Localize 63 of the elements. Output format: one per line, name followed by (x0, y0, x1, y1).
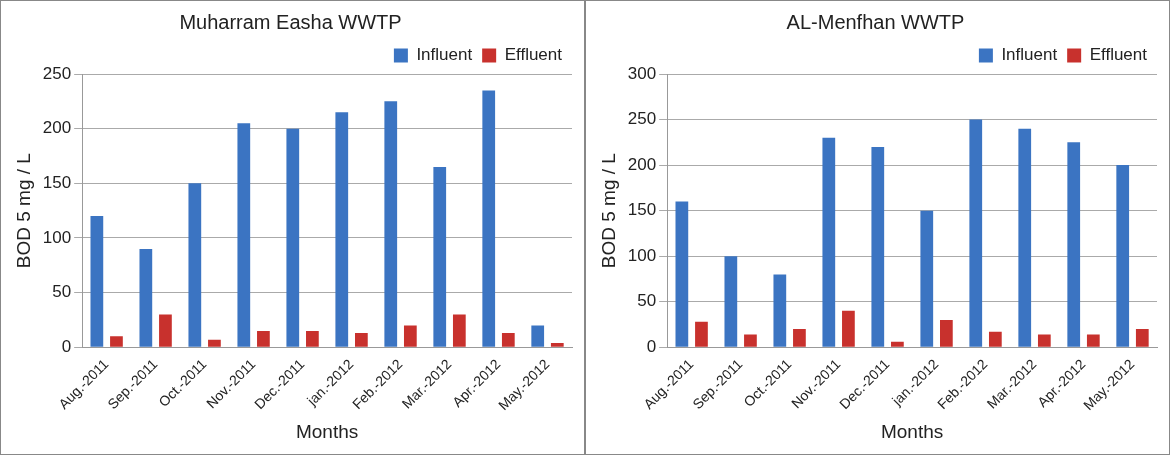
legend-label: Influent (1001, 45, 1058, 65)
bar (695, 321, 708, 347)
bar (384, 101, 398, 347)
y-tick-label: 200 (627, 154, 657, 174)
bar (306, 330, 319, 347)
y-tick-label: 100 (627, 245, 657, 265)
bar (433, 166, 447, 347)
bar (550, 342, 564, 347)
bar (208, 339, 221, 347)
bar (744, 334, 757, 347)
bar (286, 128, 300, 347)
y-tick-label: 50 (52, 282, 72, 302)
bar (355, 333, 368, 347)
y-axis-title: BOD 5 mg / L (12, 153, 34, 269)
bar (188, 183, 202, 347)
bar (724, 256, 738, 347)
bar (1135, 329, 1149, 347)
bar (110, 336, 123, 347)
y-tick-label: 0 (646, 336, 657, 356)
chart-title: Muharram Easha WWTP (179, 10, 402, 33)
bar (482, 90, 496, 347)
bar (920, 210, 934, 347)
bar (793, 329, 806, 347)
bar (1116, 165, 1130, 347)
x-axis-title: Months (295, 420, 359, 442)
bar (139, 248, 153, 347)
bar (335, 112, 349, 347)
y-tick-label: 250 (627, 109, 657, 129)
bar (988, 331, 1002, 347)
bar (452, 314, 466, 347)
bar (1018, 128, 1032, 347)
bar (891, 341, 904, 347)
bar (90, 216, 104, 347)
bar (257, 330, 270, 347)
bar (969, 119, 983, 347)
y-tick-label: 250 (42, 63, 72, 83)
bar (822, 137, 836, 347)
bar (1037, 334, 1051, 347)
bar (675, 201, 689, 347)
bar (1067, 142, 1081, 347)
bar (403, 325, 417, 347)
bar (531, 325, 545, 347)
bar (159, 314, 172, 347)
y-tick-label: 100 (42, 227, 72, 247)
y-axis-title: BOD 5 mg / L (597, 153, 619, 269)
y-tick-label: 200 (42, 118, 72, 138)
chart-title: AL-Menfhan WWTP (786, 10, 965, 33)
bar (940, 319, 953, 347)
y-tick-label: 150 (42, 173, 72, 192)
y-tick-label: 0 (61, 336, 72, 356)
y-tick-label: 150 (627, 200, 657, 220)
x-axis-title: Months (880, 420, 944, 442)
legend-label: Influent (416, 45, 473, 65)
bar (773, 274, 787, 347)
bar (1086, 334, 1100, 347)
bar (237, 123, 251, 347)
y-tick-label: 300 (627, 63, 657, 83)
bar (501, 333, 515, 347)
bar (842, 310, 855, 347)
legend-label: Effluent (1089, 45, 1148, 65)
y-tick-label: 50 (637, 291, 657, 311)
bar (871, 146, 885, 347)
legend-label: Effluent (504, 45, 563, 65)
